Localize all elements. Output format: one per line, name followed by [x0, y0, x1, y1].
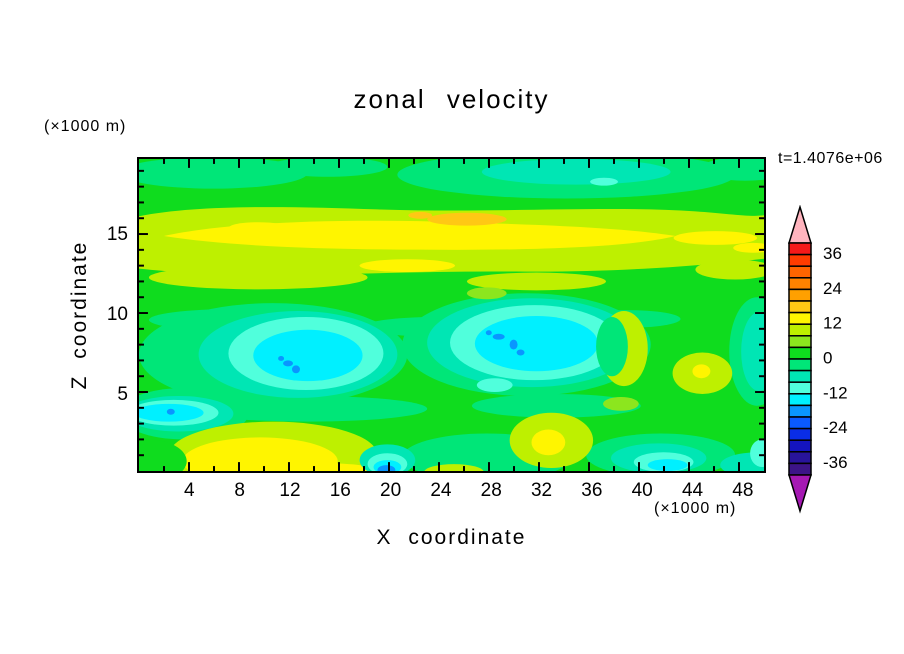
colorbar-segment — [788, 242, 812, 256]
contour-region — [474, 315, 599, 372]
x-tick-label: 24 — [430, 480, 452, 501]
contour-region — [485, 330, 492, 336]
contour-regions — [139, 159, 764, 471]
colorbar-segment — [788, 265, 812, 279]
contour-region — [359, 259, 455, 273]
contour-region — [509, 339, 518, 350]
contour-region — [148, 265, 368, 290]
contour-region — [139, 439, 187, 471]
contour-region — [253, 329, 363, 382]
contour-region — [516, 349, 525, 356]
colorbar-over-arrow — [787, 205, 813, 244]
x-tick-label: 32 — [530, 480, 553, 501]
contour-region — [188, 395, 428, 422]
axis-ticks — [139, 159, 764, 471]
contour-region — [466, 272, 607, 291]
x-tick-label: 8 — [234, 480, 245, 501]
contour-region — [531, 429, 566, 456]
colorbar-segment — [788, 358, 812, 372]
x-tick-label: 16 — [329, 480, 351, 501]
contour-region — [471, 393, 641, 418]
contour-region — [492, 333, 505, 340]
x-tick-label: 48 — [732, 480, 754, 501]
colorbar-segment — [788, 300, 812, 314]
x-tick-label: 4 — [184, 480, 195, 501]
colorbar-under-arrow — [787, 474, 813, 514]
contour-region — [166, 408, 175, 415]
contour-region — [750, 439, 764, 468]
contour-region — [283, 360, 294, 367]
colorbar-segment — [788, 288, 812, 302]
contour-region — [292, 365, 300, 374]
colorbar-segment — [788, 323, 812, 337]
x-tick-label: 36 — [581, 480, 603, 501]
contour-region — [695, 259, 764, 280]
y-tick-label: 5 — [117, 384, 128, 405]
colorbar-tick-label: 24 — [823, 279, 842, 298]
colorbar-tick-label: 12 — [823, 314, 842, 333]
colorbar-segment — [788, 311, 812, 325]
contour-region — [427, 212, 507, 226]
colorbar-tick-label: -24 — [823, 418, 848, 437]
contour-region — [163, 220, 676, 250]
y-tick-label: 15 — [106, 224, 128, 245]
colorbar-segment — [788, 439, 812, 453]
contour-region — [692, 364, 711, 379]
contour-field — [139, 159, 764, 471]
plot-frame — [137, 157, 766, 473]
colorbar-tick-label: -36 — [823, 453, 848, 472]
y-tick-label: 10 — [106, 304, 128, 325]
contour-region — [590, 177, 618, 186]
contour-region — [476, 378, 513, 393]
contour-region — [596, 316, 628, 377]
contour-region — [700, 159, 764, 181]
contour-region — [268, 159, 388, 177]
contour-region — [603, 396, 639, 411]
contour-region — [228, 222, 289, 235]
z-axis-title: Z coordinate — [68, 240, 91, 390]
x-tick-label: 20 — [380, 480, 402, 501]
time-label: t=1.4076e+06 — [778, 150, 883, 167]
colorbar-segment — [788, 393, 812, 407]
contour-region — [182, 437, 338, 471]
contour-region — [278, 355, 285, 361]
contour-region — [481, 159, 671, 185]
colorbar: 36 24 12 0 -12 -24 -36 — [787, 205, 848, 514]
contour-region — [673, 231, 758, 245]
colorbar-segment — [788, 427, 812, 441]
contour-region — [647, 459, 688, 471]
colorbar-tick-label: 0 — [823, 348, 832, 367]
colorbar-tick-label: -12 — [823, 383, 848, 402]
colorbar-segment — [788, 369, 812, 383]
contour-region — [466, 287, 507, 300]
contour-region — [139, 159, 308, 189]
contour-region — [408, 211, 433, 219]
colorbar-segment — [788, 253, 812, 267]
colorbar-segment — [788, 462, 812, 476]
x-tick-label: 28 — [480, 480, 502, 501]
colorbar-segment — [788, 335, 812, 349]
z-axis-unit-label: (×1000 m) — [44, 118, 127, 135]
colorbar-segment — [788, 416, 812, 430]
x-axis-title: X coordinate — [376, 526, 527, 549]
colorbar-segment — [788, 277, 812, 291]
colorbar-segment — [788, 451, 812, 465]
x-tick-label: 40 — [631, 480, 653, 501]
colorbar-tick-label: 36 — [823, 244, 842, 263]
colorbar-segment — [788, 404, 812, 418]
chart-title: zonal velocity — [353, 84, 550, 114]
x-axis-unit-label: (×1000 m) — [654, 500, 737, 517]
colorbar-segment — [788, 346, 812, 360]
x-tick-label: 44 — [681, 480, 704, 501]
contour-region — [741, 312, 764, 392]
x-tick-label: 12 — [279, 480, 301, 501]
contour-region — [268, 463, 378, 471]
contour-region — [733, 242, 764, 253]
colorbar-segment — [788, 381, 812, 395]
contour-region — [377, 465, 396, 471]
